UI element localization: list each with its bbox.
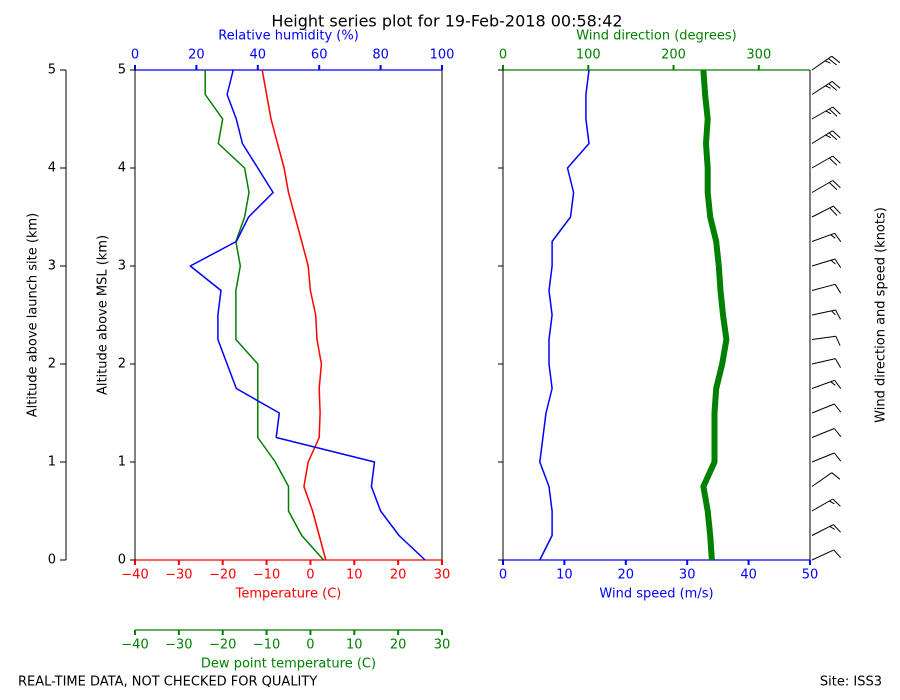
wind-barb (811, 472, 841, 487)
wind-barb (811, 379, 842, 389)
profile-line (204, 70, 325, 561)
wind-barb (811, 232, 842, 242)
x-tick-label: 30 (679, 568, 696, 583)
wind-barb (811, 283, 842, 294)
x-tick-label: 50 (802, 568, 819, 583)
x-tick-label: 30 (434, 568, 451, 583)
x-tick-label: 0 (499, 48, 507, 63)
x-tick-label: 100 (576, 48, 601, 63)
wind-barb (811, 524, 841, 536)
wind-barb (811, 180, 841, 193)
y-tick-label: 5 (118, 63, 126, 78)
x-tick-label: −30 (165, 638, 192, 653)
x-tick-label: −40 (121, 568, 148, 583)
wind-barb (811, 130, 841, 144)
x-tick-label: 300 (746, 48, 771, 63)
x-tick-label: −30 (165, 568, 192, 583)
profile-line (189, 69, 426, 561)
y-tick-label: 0 (118, 553, 126, 568)
wind-barb (811, 335, 841, 346)
profile-line (539, 69, 590, 561)
wind-barb (811, 205, 841, 218)
x-axis-label: Wind speed (m/s) (599, 587, 713, 602)
x-axis-label: Wind direction (degrees) (576, 29, 736, 44)
barb-label: Wind direction and speed (knots) (874, 207, 889, 423)
footer-note: REAL-TIME DATA, NOT CHECKED FOR QUALITY (18, 675, 317, 690)
wind-barb (811, 155, 841, 169)
wind-barb (811, 403, 842, 414)
wind-barb (811, 80, 841, 95)
y-tick-label: 1 (118, 455, 126, 470)
x-tick-label: −10 (253, 638, 280, 653)
wind-barb (811, 309, 841, 320)
y-tick-label: 3 (118, 259, 126, 274)
x-tick-label: −20 (209, 568, 236, 583)
x-tick-label: 60 (311, 48, 328, 63)
x-tick-label: 20 (390, 568, 407, 583)
x-tick-label: 20 (618, 568, 635, 583)
x-tick-label: 0 (306, 638, 314, 653)
profile-line (261, 69, 327, 561)
footer-site: Site: ISS3 (820, 675, 882, 690)
x-tick-label: 200 (661, 48, 686, 63)
x-axis-label: Temperature (C) (235, 587, 342, 602)
x-tick-label: 40 (250, 48, 267, 63)
profile-line (700, 69, 730, 561)
x-tick-label: 20 (188, 48, 205, 63)
x-tick-label: −40 (121, 638, 148, 653)
y2-tick-label: 5 (48, 63, 56, 78)
x-tick-label: 10 (346, 638, 363, 653)
y-axis-label: Altitude above MSL (km) (96, 235, 111, 395)
chart-title: Height series plot for 19-Feb-2018 00:58… (271, 12, 622, 31)
x-axis-label: Relative humidity (%) (218, 29, 359, 44)
x-tick-label: 0 (499, 568, 507, 583)
wind-barb (811, 358, 842, 368)
x-tick-label: 30 (434, 638, 451, 653)
y2-tick-label: 0 (48, 553, 56, 568)
wind-barb (811, 428, 842, 438)
y2-tick-label: 3 (48, 259, 56, 274)
x-axis-label: Dew point temperature (C) (201, 657, 376, 672)
x-tick-label: 0 (306, 568, 314, 583)
wind-barb (811, 498, 841, 512)
y2-axis-label: Altitude above launch site (km) (26, 213, 41, 417)
y2-tick-label: 2 (48, 357, 56, 372)
wind-barb (811, 106, 841, 120)
y2-tick-label: 1 (48, 455, 56, 470)
x-tick-label: 20 (390, 638, 407, 653)
x-tick-label: 0 (131, 48, 139, 63)
y2-tick-label: 4 (48, 161, 56, 176)
x-tick-label: 80 (372, 48, 389, 63)
wind-barb (811, 549, 842, 561)
y-tick-label: 2 (118, 357, 126, 372)
x-tick-label: 10 (556, 568, 573, 583)
x-tick-label: 40 (740, 568, 757, 583)
wind-barb (811, 258, 842, 268)
wind-barb (811, 55, 841, 71)
wind-barb (811, 452, 842, 463)
x-tick-label: 10 (346, 568, 363, 583)
x-tick-label: −10 (253, 568, 280, 583)
x-tick-label: 100 (430, 48, 455, 63)
x-tick-label: −20 (209, 638, 236, 653)
y-tick-label: 4 (118, 161, 126, 176)
